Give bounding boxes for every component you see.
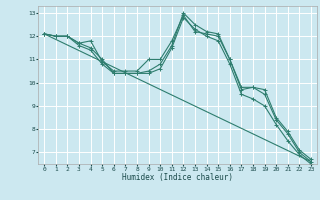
X-axis label: Humidex (Indice chaleur): Humidex (Indice chaleur) [122,173,233,182]
